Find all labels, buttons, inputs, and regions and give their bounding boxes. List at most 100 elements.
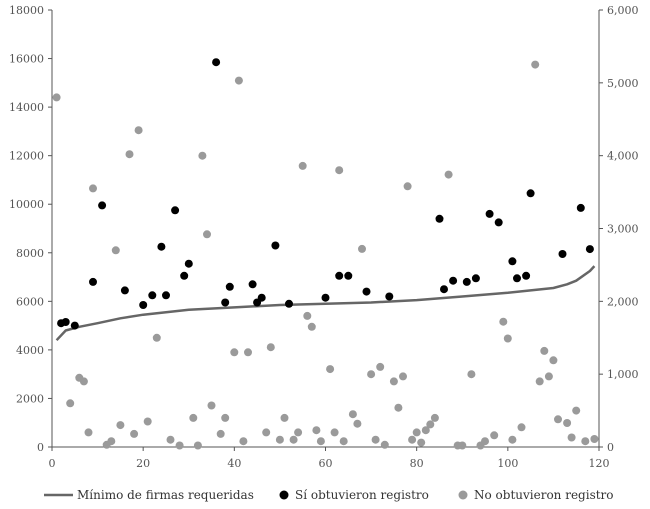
not-registered-point (499, 317, 508, 326)
not-registered-point (312, 426, 321, 435)
registered-point (385, 292, 394, 301)
registered-point (558, 250, 567, 258)
not-registered-point (563, 419, 572, 427)
not-registered-point (262, 428, 271, 437)
registered-point (344, 271, 353, 280)
not-registered-point (330, 428, 339, 437)
registered-point (508, 257, 517, 266)
legend-dot-registered (279, 490, 289, 500)
y-left-tick-label: 2000 (16, 392, 44, 405)
line-series-layer (55, 265, 596, 342)
y-left-tick-label: 10000 (9, 198, 44, 211)
registered-point (271, 241, 280, 250)
x-tick-label: 60 (319, 457, 333, 470)
not-registered-point (408, 435, 417, 444)
axes (48, 9, 603, 451)
not-registered-point (403, 182, 412, 191)
registered-point (285, 299, 293, 308)
not-registered-point (590, 435, 599, 443)
legend: Mínimo de firmas requeridas Sí obtuviero… (44, 488, 614, 502)
not-registered-point (508, 435, 517, 444)
registered-point (70, 321, 79, 330)
registered-point (462, 277, 471, 286)
legend-label-registered: Sí obtuvieron registro (295, 488, 429, 502)
registered-point (513, 274, 521, 283)
registered-point (257, 293, 266, 302)
not-registered-point (89, 184, 97, 193)
not-registered-point (84, 428, 93, 437)
not-registered-point (66, 399, 75, 408)
y-right-tick-label: 0 (607, 441, 614, 454)
y-left-tick-label: 8000 (16, 247, 44, 260)
not-registered-point (430, 413, 439, 422)
not-registered-point (216, 429, 225, 438)
not-registered-point (166, 435, 175, 444)
x-tick-label: 80 (410, 457, 424, 470)
not-registered-point (426, 420, 435, 429)
not-registered-point (234, 76, 243, 85)
registered-point (221, 298, 230, 307)
not-registered-point (503, 334, 512, 343)
not-registered-point (52, 93, 61, 102)
legend-label-minimum: Mínimo de firmas requeridas (77, 488, 254, 502)
tick-labels: 0200040006000800010000120001400016000180… (9, 4, 639, 470)
not-registered-point (399, 372, 407, 381)
y-left-tick-label: 12000 (9, 150, 44, 163)
not-registered-point (280, 413, 289, 422)
not-registered-point (175, 441, 184, 450)
not-registered-point (517, 423, 526, 432)
registered-point (184, 259, 193, 268)
minimum-signatures-line (55, 265, 596, 342)
not-registered-point (394, 403, 403, 412)
registered-point (212, 58, 221, 67)
not-registered-point (380, 440, 389, 449)
not-registered-point (389, 377, 398, 386)
not-registered-point (130, 429, 139, 438)
not-registered-point (358, 244, 366, 253)
not-registered-point (79, 377, 88, 386)
y-right-tick-label: 3,000 (607, 223, 639, 236)
not-registered-point (444, 170, 453, 179)
y-right-tick-label: 5,000 (607, 77, 639, 90)
registered-point (335, 271, 344, 280)
y-left-tick-label: 0 (37, 441, 44, 454)
not-registered-point (348, 410, 357, 419)
y-left-tick-label: 14000 (9, 101, 44, 114)
not-registered-point (467, 370, 476, 379)
y-right-tick-label: 4,000 (607, 150, 639, 163)
not-registered-point (581, 437, 590, 446)
points-layer (52, 58, 599, 450)
not-registered-point (298, 161, 307, 170)
not-registered-point (134, 126, 143, 135)
registered-point (362, 287, 371, 296)
not-registered-point (417, 438, 426, 447)
registered-point (61, 318, 70, 326)
not-registered-point (544, 372, 553, 381)
legend-label-not-registered: No obtuvieron registro (474, 488, 614, 502)
y-right-tick-label: 1,000 (607, 368, 639, 381)
not-registered-point (207, 401, 216, 410)
y-left-tick-label: 4000 (16, 344, 44, 357)
not-registered-point (307, 322, 316, 331)
not-registered-point (567, 433, 576, 442)
not-registered-point (421, 426, 430, 435)
registered-point (494, 218, 503, 227)
registered-point (98, 201, 107, 210)
not-registered-point (189, 413, 198, 422)
not-registered-point (198, 151, 207, 160)
registered-point (435, 214, 444, 223)
not-registered-point (193, 441, 202, 450)
registered-point (485, 209, 494, 218)
registered-point (148, 291, 157, 300)
registered-point (180, 271, 189, 280)
not-registered-point (412, 428, 421, 437)
not-registered-point (275, 435, 284, 444)
y-left-tick-label: 16000 (9, 53, 44, 66)
not-registered-point (540, 346, 549, 355)
not-registered-point (244, 348, 252, 357)
y-left-tick-label: 6000 (16, 295, 44, 308)
y-right-tick-label: 2,000 (607, 295, 639, 308)
not-registered-point (289, 435, 298, 444)
x-tick-label: 120 (589, 457, 610, 470)
not-registered-point (367, 370, 376, 379)
